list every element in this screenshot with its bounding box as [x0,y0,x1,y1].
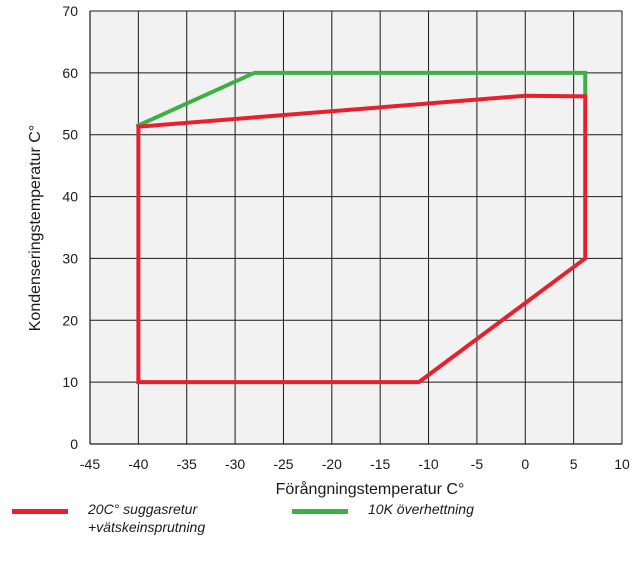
legend: 20C° suggasretur +vätskeinsprutning 10K … [0,500,632,570]
legend-swatch-red [12,509,68,514]
y-tick-label: 50 [62,127,78,143]
x-tick-label: 0 [521,456,529,472]
legend-swatch-green [292,509,348,514]
y-tick-label: 40 [62,189,78,205]
legend-item-red: 20C° suggasretur +vätskeinsprutning [12,500,205,536]
x-axis-title: Förångningstemperatur C° [276,480,465,498]
series-line-red [136,93,588,385]
x-tick-label: -40 [128,456,148,472]
y-tick-label: 20 [62,312,78,328]
x-tick-label: 10 [614,456,630,472]
legend-label-red: 20C° suggasretur +vätskeinsprutning [88,501,206,535]
x-tick-label: -5 [471,456,484,472]
y-axis-title: Kondenseringstemperatur C° [27,125,44,332]
x-tick-label: -15 [370,456,390,472]
x-tick-label: 5 [570,456,578,472]
x-tick-label: -25 [273,456,293,472]
axes [89,11,622,445]
y-tick-label: 70 [62,3,78,19]
y-tick-labels: 0 10 20 30 40 50 60 70 [62,3,78,452]
x-tick-label: -45 [80,456,100,472]
plot-background [90,11,622,444]
series-group [135,70,588,385]
series-line-green [135,70,588,129]
y-tick-label: 30 [62,250,78,266]
x-tick-label: -10 [418,456,438,472]
y-tick-label: 10 [62,374,78,390]
x-tick-label: -20 [322,456,342,472]
legend-label-green: 10K överhettning [368,501,474,517]
legend-item-green: 10K överhettning [292,500,474,518]
x-tick-labels: -45 -40 -35 -30 -25 -20 -15 -10 -5 0 5 10 [80,456,630,472]
x-tick-label: -30 [225,456,245,472]
chart: -45 -40 -35 -30 -25 -20 -15 -10 -5 0 5 10 0 10 20 30 40… [27,3,630,498]
x-tick-label: -35 [177,456,197,472]
y-tick-label: 60 [62,65,78,81]
y-tick-label: 0 [70,436,78,452]
